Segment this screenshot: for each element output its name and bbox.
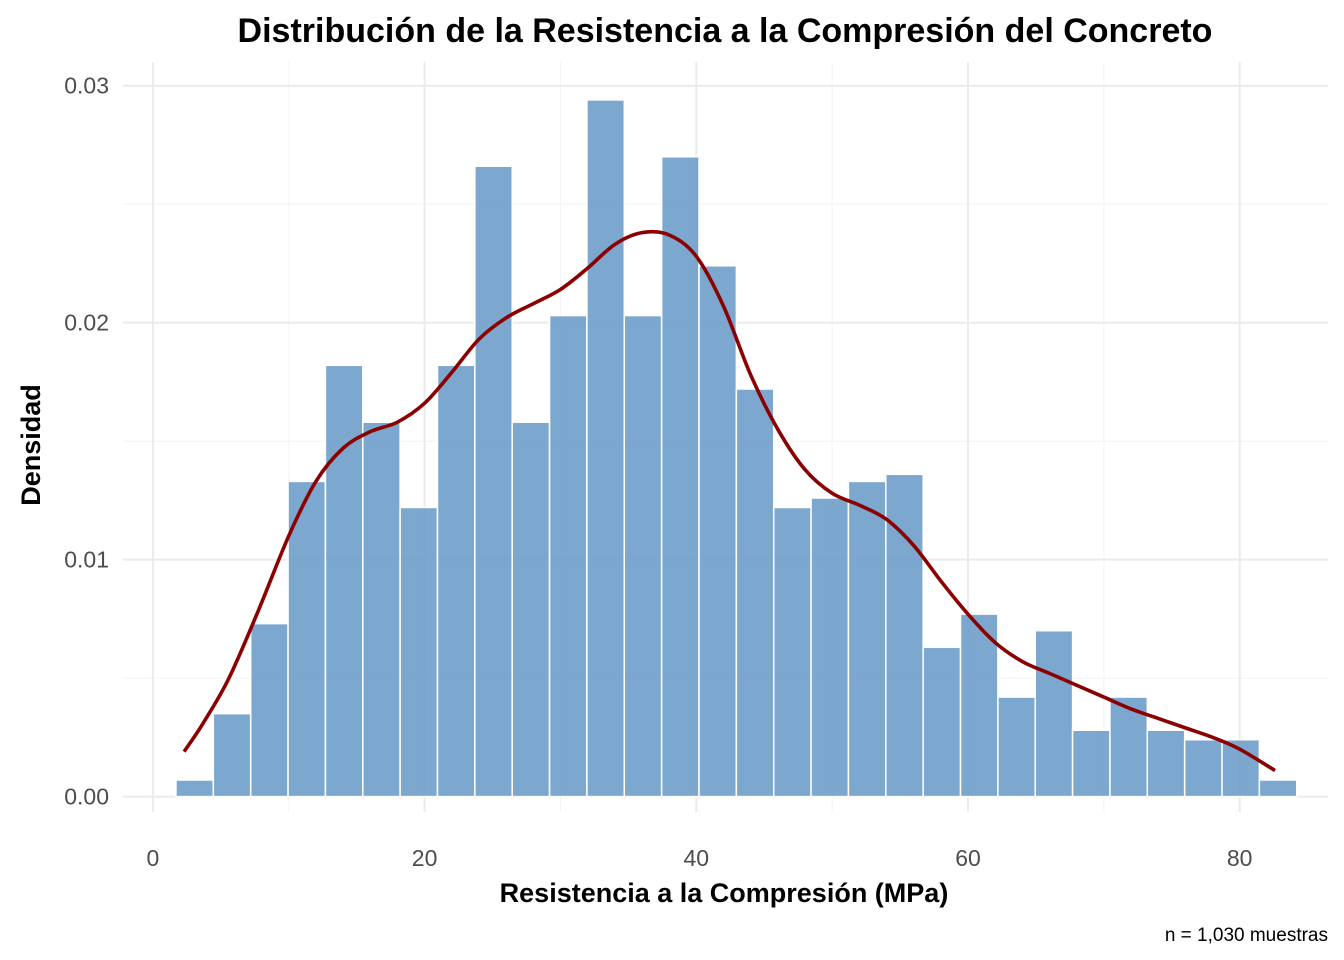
histogram-bar <box>249 622 289 798</box>
histogram-bar <box>548 314 588 798</box>
x-tick-label: 20 <box>412 845 438 871</box>
histogram-bar <box>324 364 364 798</box>
histogram-bar <box>959 613 999 798</box>
histogram-bar <box>362 421 401 798</box>
y-tick-label: 0.00 <box>64 784 109 810</box>
density-curve <box>182 229 1276 773</box>
histogram-bar <box>698 265 738 798</box>
histogram-bar <box>1071 729 1111 798</box>
histogram-bar <box>623 314 663 798</box>
x-axis-tick-labels: 0 20 40 60 80 <box>146 845 1252 871</box>
histogram-bar <box>399 506 439 798</box>
histogram-bar <box>1146 729 1186 798</box>
histogram-bar <box>586 99 626 798</box>
caption: n = 1,030 muestras <box>1165 925 1328 946</box>
y-axis-tick-labels: 0.00 0.01 0.02 0.03 <box>64 73 109 810</box>
y-axis-title: Densidad <box>16 384 46 506</box>
x-tick-label: 60 <box>955 845 981 871</box>
x-tick-label: 0 <box>146 845 159 871</box>
x-tick-label: 40 <box>683 845 709 871</box>
y-tick-label: 0.02 <box>64 310 109 336</box>
histogram-bar <box>511 421 551 798</box>
histogram-bar <box>1183 738 1223 798</box>
y-tick-label: 0.01 <box>64 547 109 573</box>
x-axis-title: Resistencia a la Compresión (MPa) <box>500 878 949 908</box>
y-tick-label: 0.03 <box>64 73 109 99</box>
histogram-bar <box>885 473 924 798</box>
histogram-bar <box>474 165 513 798</box>
histogram-bar <box>735 388 775 798</box>
histogram-bar <box>1109 696 1149 798</box>
histogram-bar <box>847 480 887 798</box>
x-tick-label: 80 <box>1227 845 1253 871</box>
histogram-bar <box>212 712 252 798</box>
histogram-bar <box>810 497 850 798</box>
histogram-bar <box>436 364 476 798</box>
chart-title: Distribución de la Resistencia a la Comp… <box>238 12 1213 50</box>
histogram-bar <box>772 506 812 798</box>
histogram-bar <box>997 696 1036 798</box>
histogram-bar <box>287 480 327 798</box>
histogram-bar <box>1258 779 1298 798</box>
histogram-bar <box>1034 629 1074 798</box>
histogram-bar <box>922 646 962 798</box>
histogram-bars <box>175 99 1298 798</box>
histogram-bar <box>175 779 215 798</box>
